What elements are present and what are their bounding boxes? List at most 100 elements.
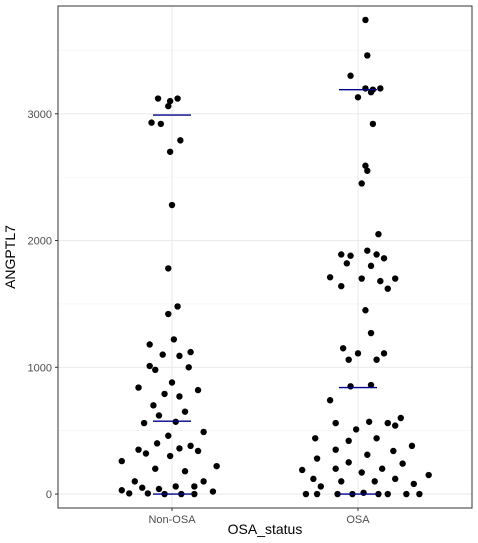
data-point: [364, 52, 371, 59]
data-point: [185, 364, 192, 371]
data-point: [174, 95, 181, 102]
data-point: [364, 167, 371, 174]
data-point: [380, 350, 388, 357]
data-point: [155, 485, 163, 493]
data-point: [392, 422, 399, 429]
data-point: [345, 459, 352, 466]
x-axis-title: OSA_status: [228, 521, 303, 537]
data-point: [313, 490, 321, 498]
data-point: [358, 275, 365, 282]
data-point: [378, 465, 386, 472]
data-point: [142, 450, 150, 457]
data-point: [326, 397, 334, 404]
data-point: [384, 490, 391, 498]
data-point: [377, 85, 384, 92]
x-tick-label: Non-OSA: [148, 514, 196, 526]
data-point: [159, 351, 166, 358]
data-point: [373, 435, 380, 442]
data-point: [392, 475, 399, 483]
data-point: [313, 455, 321, 462]
data-point: [425, 471, 432, 479]
data-point: [166, 148, 174, 155]
data-point: [332, 419, 339, 427]
data-point: [367, 381, 375, 389]
data-point: [334, 490, 341, 498]
data-point: [354, 350, 362, 357]
data-point: [312, 435, 319, 442]
data-point: [150, 402, 157, 409]
data-point: [317, 483, 324, 490]
data-point: [364, 451, 371, 458]
x-axis-ticks: Non-OSA OSA: [148, 508, 370, 526]
data-point: [148, 119, 155, 126]
data-point: [146, 362, 153, 370]
data-point: [403, 490, 410, 498]
data-point: [362, 162, 369, 169]
data-point: [369, 120, 377, 128]
data-point: [165, 310, 172, 318]
data-point: [177, 137, 184, 144]
data-point: [373, 356, 380, 363]
y-tick-label: 0: [46, 489, 52, 501]
data-point: [364, 247, 371, 254]
x-tick-label: OSA: [346, 514, 370, 526]
data-point: [165, 265, 172, 272]
data-point: [380, 255, 388, 262]
data-point: [200, 478, 207, 485]
data-point: [384, 419, 391, 427]
data-point: [390, 447, 397, 455]
data-point: [213, 462, 220, 470]
data-point: [367, 329, 375, 337]
y-axis-ticks: 0 1000 2000 3000: [28, 109, 58, 501]
data-point: [345, 356, 352, 363]
data-point: [166, 452, 174, 460]
panel-border: [57, 5, 473, 509]
data-point: [371, 478, 378, 485]
data-point: [299, 466, 306, 474]
data-point: [191, 483, 198, 490]
data-point: [362, 85, 369, 92]
data-point: [367, 262, 375, 270]
data-point: [362, 307, 369, 314]
data-point: [176, 393, 183, 400]
data-point: [153, 440, 161, 447]
data-point: [157, 120, 165, 128]
quantile-lines: [153, 88, 377, 495]
data-point: [187, 442, 194, 450]
data-point: [392, 275, 399, 282]
data-point: [165, 102, 172, 110]
data-point: [176, 445, 183, 452]
data-point: [166, 97, 174, 105]
data-point: [338, 251, 345, 258]
data-point: [168, 379, 176, 386]
data-point: [408, 442, 416, 450]
data-point: [347, 72, 354, 79]
data-point: [146, 341, 153, 348]
data-point: [170, 336, 178, 343]
data-point: [118, 457, 125, 465]
data-point: [362, 16, 369, 24]
data-point: [152, 366, 159, 374]
data-point: [176, 352, 183, 360]
data-point: [338, 478, 345, 485]
data-point: [354, 94, 362, 101]
data-point: [326, 274, 334, 281]
data-point: [155, 412, 163, 419]
data-point: [172, 483, 179, 490]
y-tick-label: 3000: [28, 109, 52, 121]
data-point: [200, 428, 207, 436]
data-point: [144, 490, 152, 497]
data-point: [367, 89, 375, 96]
data-point: [332, 446, 339, 453]
data-point: [416, 490, 423, 498]
data-point: [410, 480, 417, 488]
data-point: [339, 345, 347, 352]
data-point: [384, 285, 391, 292]
data-point: [360, 489, 367, 496]
data-point: [165, 432, 172, 439]
data-point: [131, 478, 138, 485]
data-point: [135, 384, 142, 391]
data-point: [358, 469, 365, 476]
y-tick-label: 1000: [28, 362, 52, 374]
